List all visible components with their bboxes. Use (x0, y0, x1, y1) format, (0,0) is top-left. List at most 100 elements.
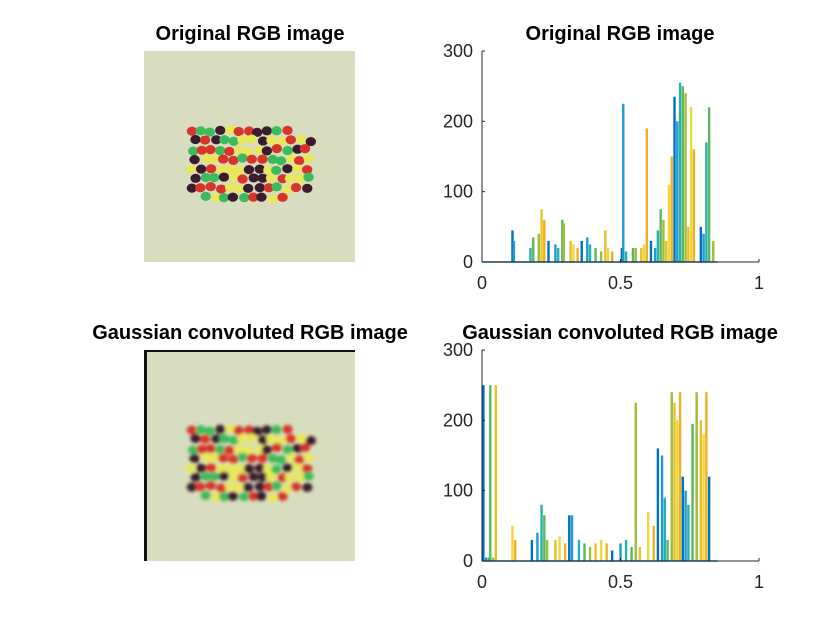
gaussian-rgb-image (144, 350, 355, 561)
candy (256, 491, 267, 501)
candy (271, 126, 282, 136)
candy (271, 481, 282, 491)
candy (282, 444, 293, 455)
candy (218, 492, 230, 502)
candy (242, 482, 254, 492)
candy (239, 192, 250, 203)
histogram-bar (489, 385, 492, 561)
candy (237, 434, 248, 444)
histogram-bar (624, 539, 628, 561)
candy (219, 434, 230, 444)
candy (196, 444, 208, 454)
histogram-bar (678, 82, 682, 263)
candy (214, 145, 226, 156)
histogram-bar (670, 392, 673, 561)
histogram-bar (665, 240, 668, 262)
histogram-bar (681, 476, 685, 561)
histogram-bar (695, 392, 698, 561)
histogram-bar (569, 240, 572, 262)
candy (237, 153, 248, 163)
histogram-bar (645, 128, 649, 262)
candy (224, 182, 236, 192)
histogram-bar (667, 184, 671, 262)
candy (261, 146, 273, 156)
candy (242, 445, 253, 456)
candy (186, 183, 198, 193)
histogram-bar (491, 557, 495, 561)
candy (243, 165, 255, 175)
candy (233, 184, 244, 194)
candy (228, 172, 240, 182)
histogram-bar (642, 244, 646, 262)
candy (214, 444, 226, 455)
candy (277, 473, 288, 483)
candy (199, 434, 211, 444)
candy (267, 453, 278, 463)
histogram-bar (561, 219, 564, 262)
histogram-bar (653, 247, 657, 262)
candy (302, 183, 313, 193)
candy (190, 433, 201, 444)
candy (228, 155, 239, 165)
candy (276, 435, 287, 446)
candy (271, 182, 282, 192)
candy (257, 472, 268, 482)
candy (292, 164, 303, 174)
histogram-bar (640, 247, 643, 262)
histogram-bar (494, 385, 498, 561)
blurred-candy-photo (144, 350, 355, 561)
histogram-bar (482, 385, 485, 561)
candy (271, 165, 282, 176)
candy (301, 464, 313, 474)
candy (266, 434, 277, 444)
candy (294, 156, 305, 166)
histogram-bar (656, 448, 660, 561)
candy (186, 126, 198, 136)
candy (211, 193, 222, 203)
candy (263, 482, 275, 492)
candy (217, 154, 229, 164)
candy (205, 480, 216, 491)
candy (233, 483, 244, 493)
histogram-bar (676, 420, 679, 561)
candy (233, 425, 244, 436)
candy (224, 146, 235, 156)
candy (235, 165, 247, 175)
candy (215, 125, 226, 135)
histogram-bar (673, 402, 676, 561)
histogram-bar (663, 497, 667, 561)
candy (186, 482, 198, 492)
candy (188, 146, 199, 156)
candy (294, 455, 305, 465)
y-tick-label: 0 (463, 551, 473, 571)
original-candy-photo (144, 51, 355, 262)
candy (211, 492, 222, 502)
histogram-bar (656, 230, 660, 262)
candy (290, 182, 302, 193)
candy (271, 464, 282, 475)
candy (243, 126, 255, 136)
candy (282, 164, 293, 174)
candy (186, 425, 198, 435)
candy (276, 136, 287, 147)
y-tick-label: 200 (443, 111, 473, 131)
candy (284, 173, 296, 184)
candy (196, 145, 208, 155)
y-tick-label: 300 (443, 340, 473, 360)
candy (282, 463, 293, 473)
histogram-bar (666, 539, 669, 561)
candy (277, 491, 288, 501)
histogram-bar (588, 546, 592, 561)
candy (257, 173, 268, 183)
candy (233, 145, 245, 155)
histogram-bar (583, 543, 586, 561)
candy (227, 491, 239, 501)
candy (282, 184, 293, 194)
histogram-bar (529, 247, 532, 262)
histogram-bar (547, 240, 550, 262)
candy (251, 127, 263, 137)
panel-title-bottom-left: Gaussian convoluted RGB image (92, 322, 408, 344)
candy (227, 192, 239, 202)
histogram-bar (673, 96, 676, 262)
candy (285, 135, 297, 145)
